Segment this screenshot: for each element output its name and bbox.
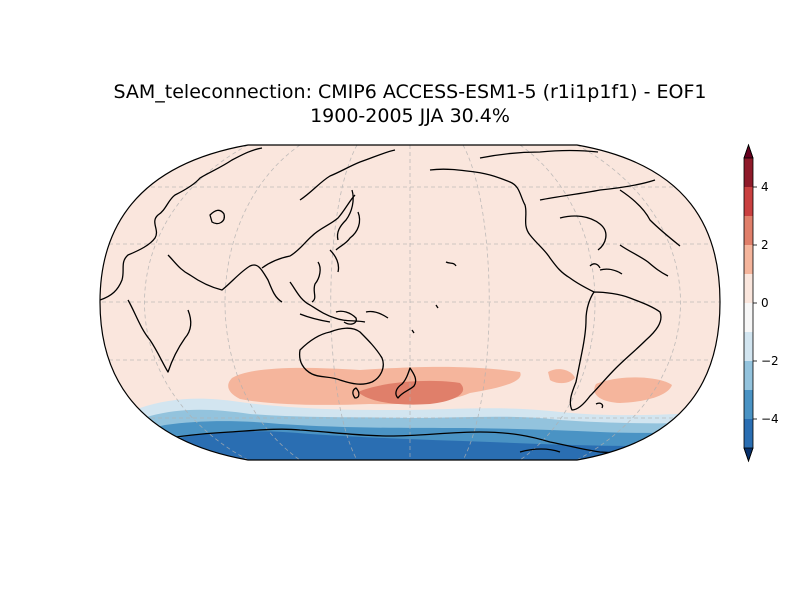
field-negative-band-4 xyxy=(100,431,720,460)
colorbar-band xyxy=(744,303,753,332)
colorbar-band xyxy=(744,419,753,448)
map-field xyxy=(100,145,720,460)
figure-title-line2: 1900-2005 JJA 30.4% xyxy=(310,105,510,127)
field-positive-core xyxy=(358,380,464,405)
gridlines xyxy=(100,145,720,460)
colorbar-tick-label: 4 xyxy=(761,180,769,194)
figure-title-line1: SAM_teleconnection: CMIP6 ACCESS-ESM1-5 … xyxy=(113,81,707,103)
colorbar: 4 2 0 −2 −4 xyxy=(743,143,779,463)
colorbar-extend-min xyxy=(743,447,754,463)
colorbar-outline xyxy=(743,143,754,463)
colorbar-tick-label: −4 xyxy=(761,412,779,426)
colorbar-band xyxy=(744,332,753,361)
field-positive-band-atlantic xyxy=(548,369,575,384)
colorbar-band xyxy=(744,245,753,274)
colorbar-tick-label: 0 xyxy=(761,296,769,310)
field-positive-band-south-atlantic xyxy=(594,377,672,403)
colorbar-band xyxy=(744,274,753,303)
colorbar-band xyxy=(744,361,753,390)
colorbar-band xyxy=(744,216,753,245)
colorbar-tick-label: 2 xyxy=(761,238,769,252)
colorbar-tick-label: −2 xyxy=(761,354,779,368)
coastlines xyxy=(100,147,713,454)
colorbar-band xyxy=(744,158,753,187)
colorbar-band xyxy=(744,187,753,216)
colorbar-extend-max xyxy=(743,143,754,159)
colorbar-band xyxy=(744,390,753,419)
